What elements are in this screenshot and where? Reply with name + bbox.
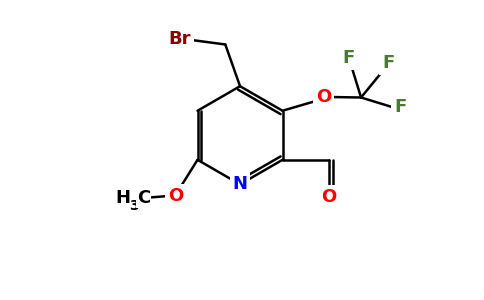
Text: N: N — [232, 176, 247, 194]
Text: F: F — [394, 98, 407, 116]
Text: C: C — [137, 189, 150, 207]
Text: O: O — [316, 88, 331, 106]
Text: O: O — [168, 187, 183, 205]
Text: O: O — [321, 188, 337, 206]
Text: Br: Br — [168, 30, 191, 48]
Text: 3: 3 — [129, 200, 138, 213]
Text: F: F — [343, 49, 355, 67]
Text: H: H — [116, 189, 131, 207]
Text: F: F — [382, 54, 394, 72]
